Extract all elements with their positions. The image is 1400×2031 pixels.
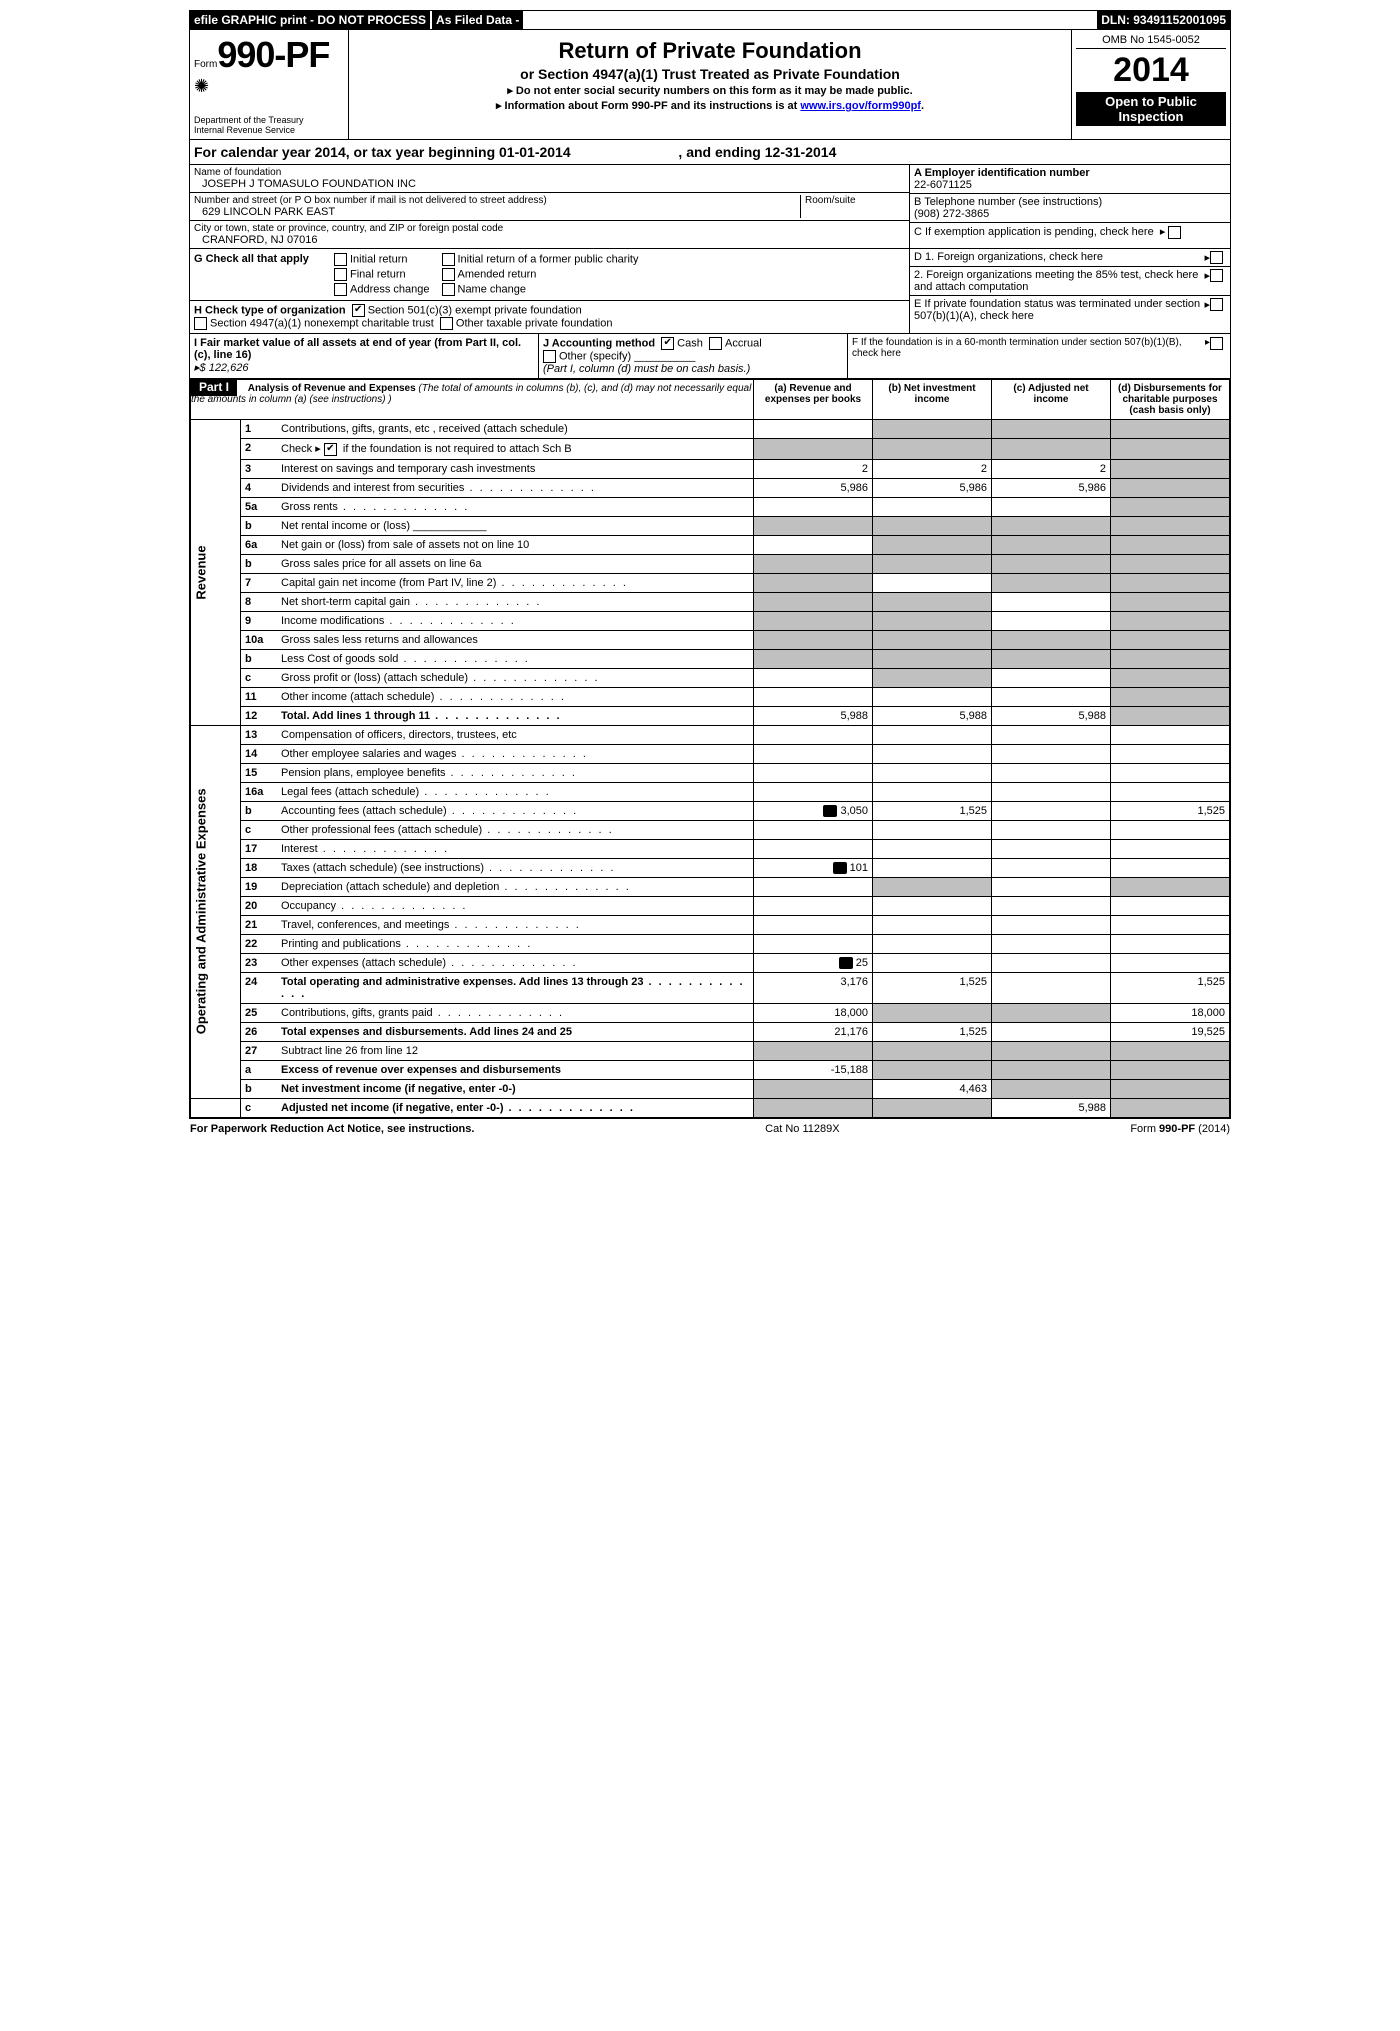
- i-value: ▸$ 122,626: [194, 362, 248, 374]
- col-c: (c) Adjusted net income: [992, 380, 1111, 420]
- cb-address[interactable]: [334, 283, 347, 296]
- form-title: Return of Private Foundation: [353, 38, 1067, 64]
- cb-501c3[interactable]: [352, 304, 365, 317]
- cb-d2[interactable]: [1210, 269, 1223, 282]
- dln: DLN: 93491152001095: [1097, 11, 1230, 29]
- cb-cash[interactable]: [661, 337, 674, 350]
- addr-label: Number and street (or P O box number if …: [194, 195, 800, 206]
- attach-icon[interactable]: [839, 957, 853, 969]
- open-public: Open to Public Inspection: [1076, 92, 1226, 126]
- form-prefix: Form: [194, 59, 217, 70]
- col-a: (a) Revenue and expenses per books: [754, 380, 873, 420]
- form-box: Form990-PF ✺ Department of the Treasury …: [190, 30, 349, 139]
- spacer: [525, 11, 1097, 29]
- col-b: (b) Net investment income: [873, 380, 992, 420]
- c-label: C If exemption application is pending, c…: [914, 226, 1154, 238]
- cb-other-taxable[interactable]: [440, 317, 453, 330]
- part1-title: Analysis of Revenue and Expenses: [248, 383, 416, 394]
- note-2: ▸ Information about Form 990-PF and its …: [353, 99, 1067, 112]
- tel-value: (908) 272-3865: [914, 208, 1226, 220]
- h-label: H Check type of organization: [194, 304, 346, 316]
- efile-notice: efile GRAPHIC print - DO NOT PROCESS: [190, 11, 432, 29]
- instructions-link[interactable]: www.irs.gov/form990pf: [800, 100, 921, 112]
- g-label: G Check all that apply: [194, 253, 334, 265]
- year-box: OMB No 1545-0052 2014 Open to Public Ins…: [1071, 30, 1230, 139]
- as-filed: As Filed Data -: [432, 11, 525, 29]
- attach-icon[interactable]: [833, 862, 847, 874]
- attach-icon[interactable]: [823, 805, 837, 817]
- cb-namechg[interactable]: [442, 283, 455, 296]
- foundation-name: JOSEPH J TOMASULO FOUNDATION INC: [194, 178, 905, 190]
- cb-4947[interactable]: [194, 317, 207, 330]
- cb-d1[interactable]: [1210, 251, 1223, 264]
- j-label: J Accounting method: [543, 337, 655, 349]
- name-label: Name of foundation: [194, 167, 905, 178]
- irs: Internal Revenue Service: [194, 125, 344, 135]
- dept-treasury: Department of the Treasury: [194, 115, 344, 125]
- revenue-label: Revenue: [191, 420, 241, 726]
- entity-info: Name of foundation JOSEPH J TOMASULO FOU…: [190, 165, 1230, 249]
- cb-initial-former[interactable]: [442, 253, 455, 266]
- ein-value: 22-6071125: [914, 179, 1226, 191]
- checks-row: G Check all that apply Initial return Fi…: [190, 249, 1230, 334]
- cb-accrual[interactable]: [709, 337, 722, 350]
- e-label: E If private foundation status was termi…: [914, 298, 1204, 322]
- cb-other-method[interactable]: [543, 350, 556, 363]
- tax-year: 2014: [1076, 51, 1226, 90]
- d1-label: D 1. Foreign organizations, check here: [914, 251, 1204, 264]
- cb-amended[interactable]: [442, 268, 455, 281]
- cb-initial[interactable]: [334, 253, 347, 266]
- cb-e[interactable]: [1210, 298, 1223, 311]
- form-subtitle: or Section 4947(a)(1) Trust Treated as P…: [353, 66, 1067, 82]
- cb-f[interactable]: [1210, 337, 1223, 350]
- cb-schb[interactable]: [324, 443, 337, 456]
- room-label: Room/suite: [805, 195, 905, 206]
- title-box: Return of Private Foundation or Section …: [349, 30, 1071, 139]
- f-label: F If the foundation is in a 60-month ter…: [852, 337, 1205, 375]
- cb-final[interactable]: [334, 268, 347, 281]
- calendar-year-row: For calendar year 2014, or tax year begi…: [190, 140, 1230, 165]
- top-bar: efile GRAPHIC print - DO NOT PROCESS As …: [190, 11, 1230, 30]
- city-state-zip: CRANFORD, NJ 07016: [194, 234, 905, 246]
- opex-label: Operating and Administrative Expenses: [191, 725, 241, 1098]
- ijf-row: I Fair market value of all assets at end…: [190, 334, 1230, 379]
- col-d: (d) Disbursements for charitable purpose…: [1111, 380, 1230, 420]
- address: 629 LINCOLN PARK EAST: [194, 206, 800, 218]
- tel-label: B Telephone number (see instructions): [914, 196, 1226, 208]
- header-row: Form990-PF ✺ Department of the Treasury …: [190, 30, 1230, 140]
- i-label: I Fair market value of all assets at end…: [194, 337, 521, 361]
- ein-label: A Employer identification number: [914, 167, 1226, 179]
- form-number: 990-PF: [217, 34, 329, 75]
- footer-right: Form 990-PF (2014): [1130, 1123, 1230, 1135]
- footer-left: For Paperwork Reduction Act Notice, see …: [190, 1123, 474, 1135]
- footer-mid: Cat No 11289X: [765, 1123, 839, 1135]
- note-1: ▸ Do not enter social security numbers o…: [353, 84, 1067, 97]
- omb-number: OMB No 1545-0052: [1076, 34, 1226, 49]
- footer: For Paperwork Reduction Act Notice, see …: [188, 1119, 1232, 1139]
- d2-label: 2. Foreign organizations meeting the 85%…: [914, 269, 1204, 293]
- form-container: efile GRAPHIC print - DO NOT PROCESS As …: [189, 10, 1231, 1119]
- c-checkbox[interactable]: [1168, 226, 1181, 239]
- part1-table: Part I Analysis of Revenue and Expenses …: [190, 379, 1230, 1118]
- city-label: City or town, state or province, country…: [194, 223, 905, 234]
